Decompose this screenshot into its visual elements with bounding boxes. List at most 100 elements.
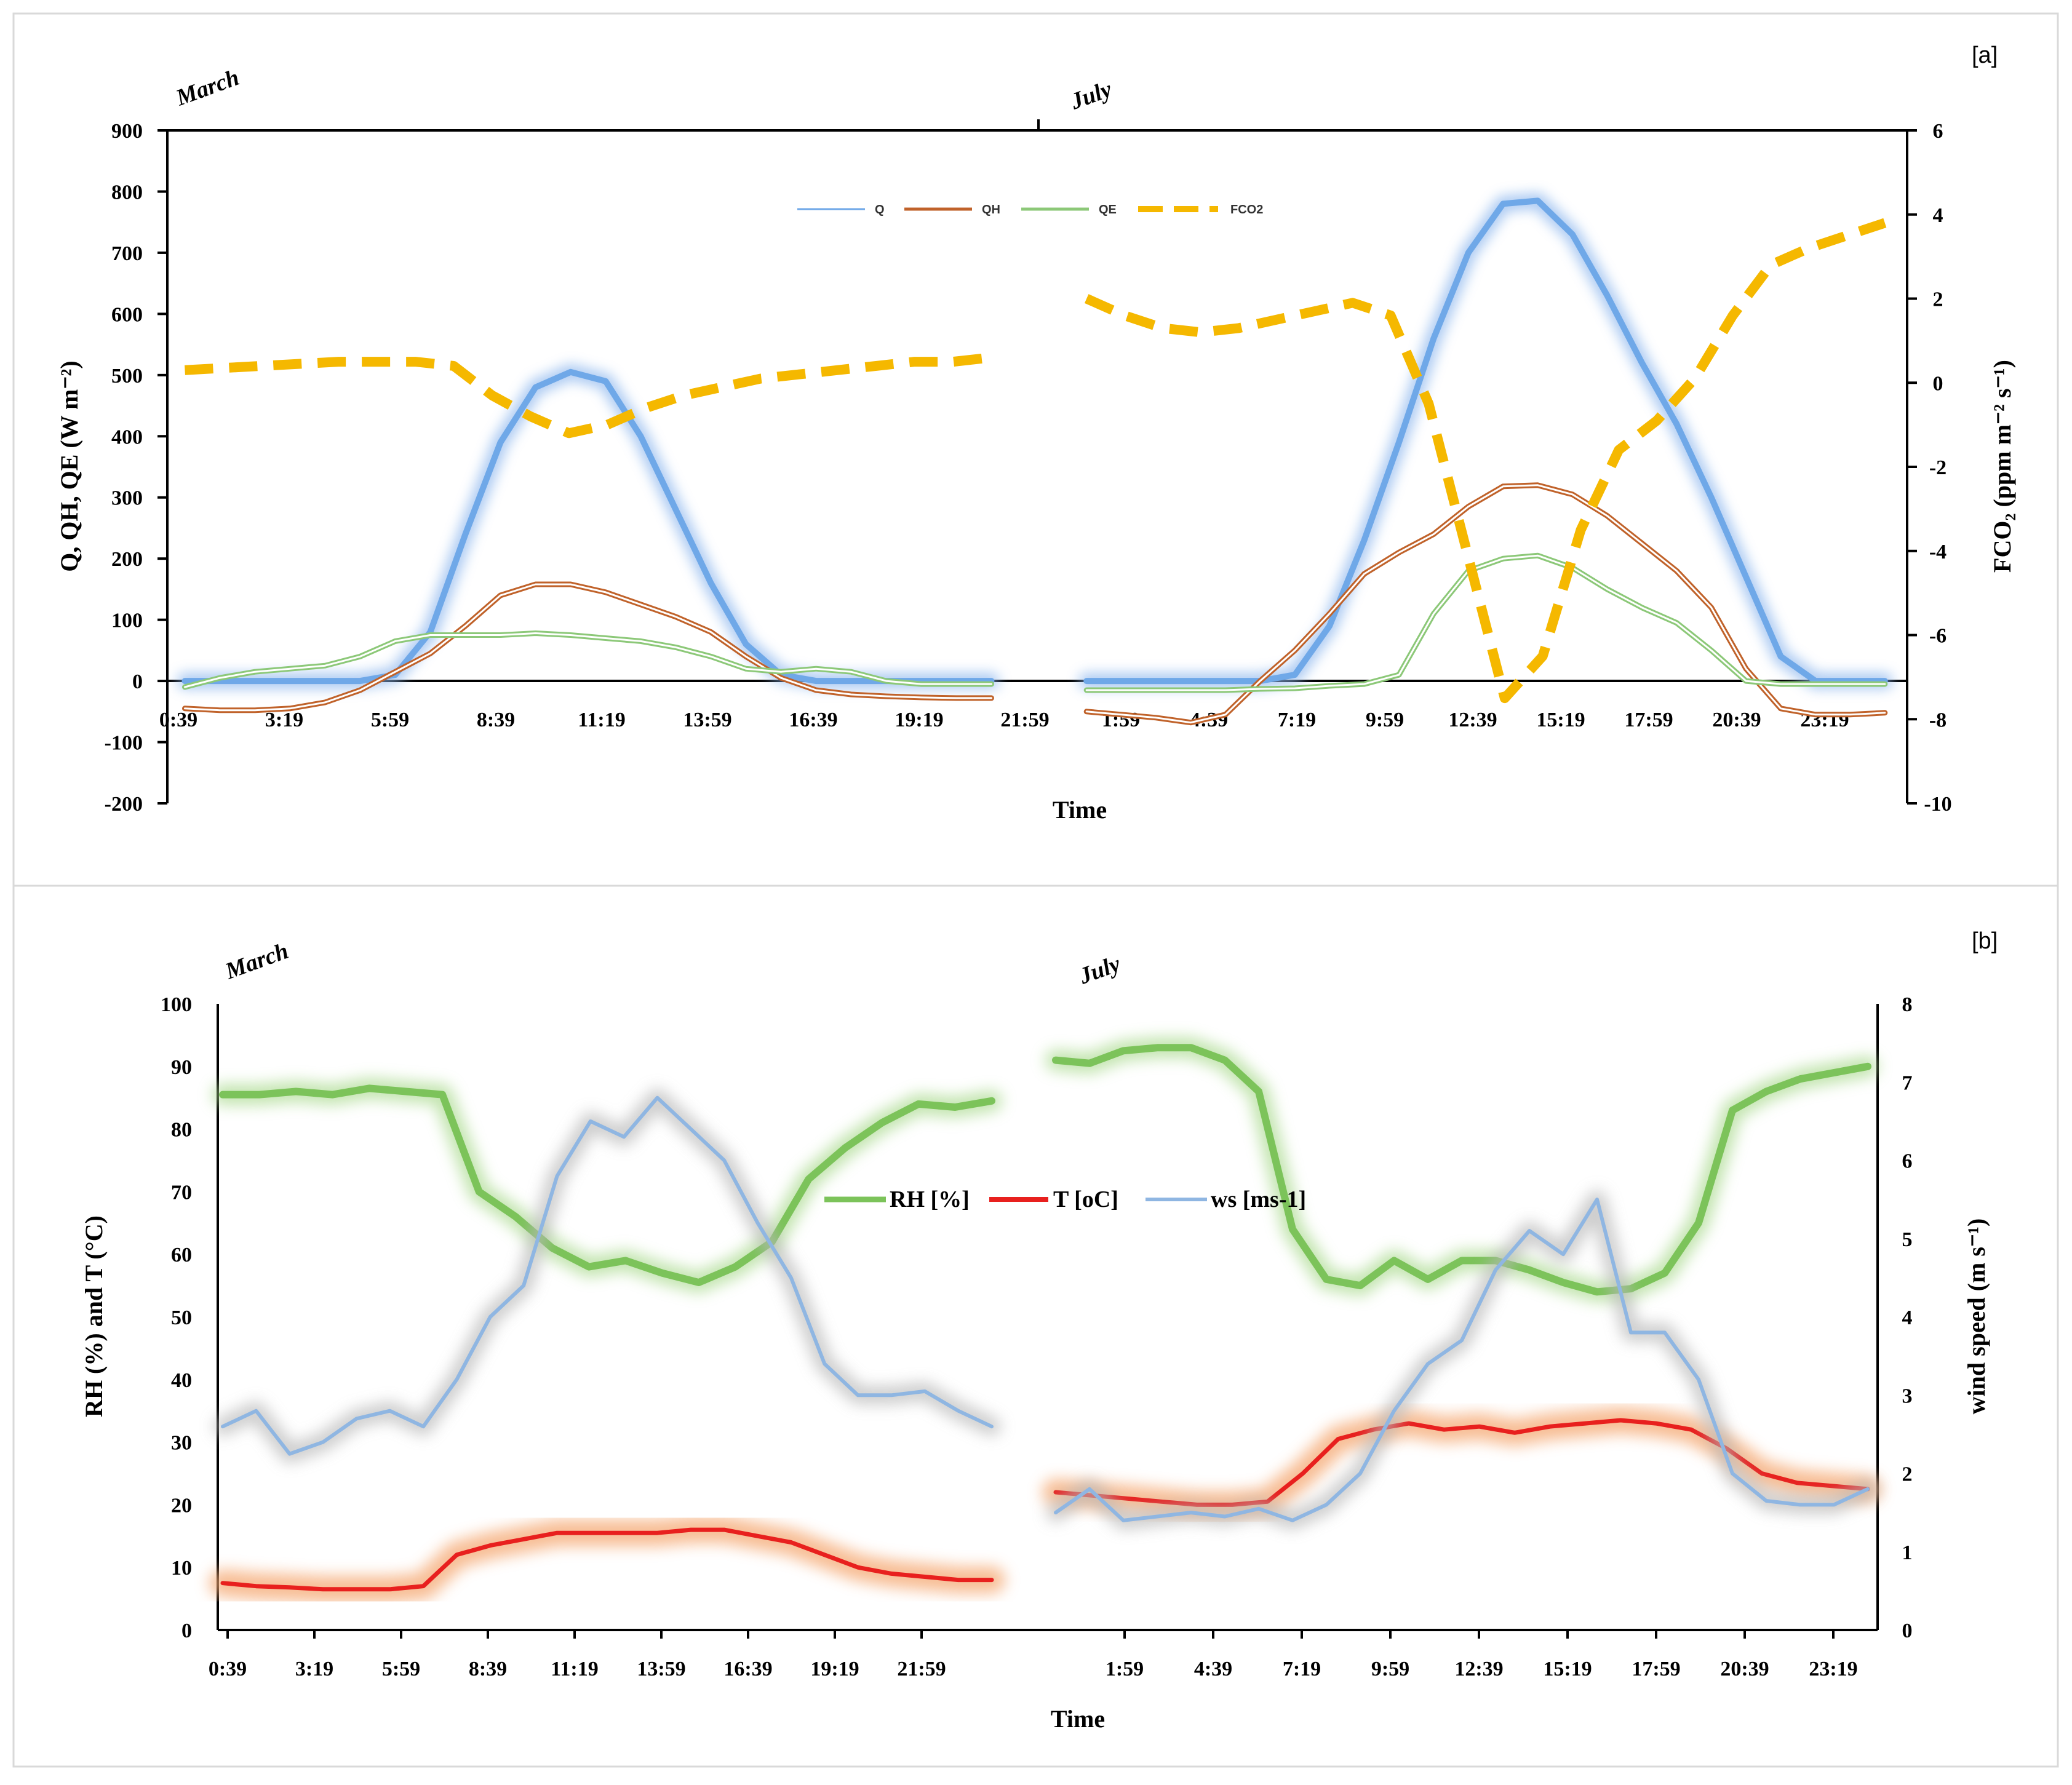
panel-a-x-tick-label: 19:19 [895,709,943,731]
series-rh-july [1052,1044,1871,1296]
panel-a-left-tick-label: 400 [111,426,143,448]
panel-a-x-tick-label: 9:59 [1366,709,1404,731]
panel-b-x-tick-label: 4:39 [1194,1658,1232,1680]
panel-b-left-tick-label: 0 [181,1620,192,1642]
panel-a-right-tick-label: 4 [1933,204,1943,227]
panel-b-left-y-title: RH (%) and T (°C) [80,1215,108,1417]
panel-a-x-tick-label: 0:39 [159,709,197,731]
panel-a-right-tick-label: -8 [1929,709,1946,731]
panel-b-frame [12,885,2059,1768]
panel-a-right-tick-label: -4 [1929,541,1946,563]
panel-b-left-tick-label: 30 [171,1432,192,1455]
panel-a-left-tick-label: 0 [132,670,143,693]
panel-b-x-tick-label: 1:59 [1106,1658,1144,1680]
panel-a-x-title: Time [1053,796,1107,824]
panel-b-plot-area [209,1037,1881,1603]
panel-b-x-title: Time [1051,1705,1105,1733]
panel-b-right-tick-label: 5 [1902,1228,1913,1251]
panel-b-x-tick-label: 11:19 [551,1658,598,1680]
panel-b-x-tick-label: 20:39 [1720,1658,1769,1680]
panel-b-label: [b] [1972,928,1998,954]
panel-b-x-tick-label: 19:19 [810,1658,859,1680]
series-fco2-march [185,352,992,439]
series-qh-march-inner [184,583,992,712]
series-q-july [1083,197,1888,685]
panel-a-right-tick-label: -10 [1924,793,1951,816]
panel-a-legend: Q QH QE FCO2 [797,203,1263,217]
panel-a-x-tick-label: 20:39 [1712,709,1761,731]
panel-a-right-tick-label: -2 [1929,456,1946,479]
panel-a-x-tick-label: 13:59 [683,709,731,731]
series-t-march [220,1527,994,1592]
panel-a-x-tick-label: 8:39 [477,709,515,731]
panel-b-right-tick-label: 8 [1902,993,1913,1016]
panel-a-x-tick-label: 15:19 [1536,709,1585,731]
series-fco2-july [1084,218,1887,704]
panel-b-left-tick-label: 60 [171,1244,192,1266]
panel-b-right-tick-label: 7 [1902,1071,1913,1094]
panel-a-plot-area [177,193,1893,726]
panel-a-right-tick-label: 0 [1933,372,1943,395]
panel-a-right-tick-label: 6 [1933,120,1943,143]
panel-b-left-tick-label: 40 [171,1369,192,1392]
panel-a-left-tick-label: 200 [111,548,143,571]
panel-a-right-y-title: FCO₂ (ppm m⁻² s⁻¹) [1988,360,2016,573]
panel-a-left-tick-label: 600 [111,303,143,326]
panel-a-x-tick-label: 11:19 [578,709,625,731]
panel-b-x-tick-label: 7:19 [1283,1658,1321,1680]
panel-b-x-tick-label: 15:19 [1543,1658,1592,1680]
panel-b-x-tick-label: 23:19 [1809,1658,1857,1680]
panel-b-left-tick-label: 50 [171,1306,192,1329]
panel-a-x-tick-label: 17:59 [1624,709,1673,731]
panel-a-x-tick-label: 7:19 [1278,709,1316,731]
panel-b-left-tick-label: 10 [171,1557,192,1580]
series-ws-july [1054,1198,1870,1522]
panel-b-x-tick-label: 16:39 [723,1658,772,1680]
panel-a-frame [12,12,2059,887]
panel-b-x-tick-label: 17:59 [1632,1658,1680,1680]
panel-b-x-tick-label: 5:59 [382,1658,420,1680]
series-ws-march [221,1095,994,1456]
panel-a-left-tick-label: 700 [111,242,143,265]
panel-b-right-y-title: wind speed (m s⁻¹) [1962,1218,1990,1415]
panel-b-x-tick-label: 3:19 [295,1658,333,1680]
panel-b-x-tick-label: 13:59 [637,1658,685,1680]
panel-a-right-tick-label: -6 [1929,625,1946,648]
panel-b-right-tick-label: 4 [1902,1306,1913,1329]
panel-b-left-tick-label: 70 [171,1181,192,1204]
series-q-march [181,368,995,685]
panel-a-right-tick-label: 2 [1933,288,1943,311]
legend-rh-label: RH [%] [890,1187,970,1212]
panel-a-left-tick-label: 800 [111,181,143,204]
panel-b-x-tick-label: 21:59 [897,1658,946,1680]
panel-b-right-tick-label: 1 [1902,1541,1913,1564]
panel-a-left-tick-label: 100 [111,610,143,632]
panel-a-x-tick-label: 5:59 [371,709,409,731]
series-qh-july-inner [1085,484,1886,724]
panel-b-legend: RH [%] T [oC] ws [ms-1] [824,1187,1306,1212]
series-rh-march [219,1084,995,1286]
panel-a-left-tick-label: 500 [111,365,143,388]
panel-a-x-tick-label: 21:59 [1000,709,1049,731]
panel-a-left-y-title: Q, QH, QE (W m⁻²) [55,360,83,571]
panel-b-right-tick-label: 0 [1902,1620,1913,1642]
panel-a-x-tick-label: 12:39 [1448,709,1497,731]
panel-a-x-tick-label: 3:19 [265,709,303,731]
panel-a: [a] March July 9008007006005004003002001… [55,42,2016,824]
panel-a-left-tick-label: 900 [111,120,143,143]
panel-b-left-tick-label: 90 [171,1056,192,1079]
panel-b-x-tick-label: 8:39 [469,1658,507,1680]
panel-b-x-tick-label: 0:39 [209,1658,247,1680]
legend-q-label: Q [875,203,885,217]
panel-a-left-tick-label: -100 [105,732,143,755]
panel-b-right-tick-label: 2 [1902,1463,1913,1486]
panel-a-label: [a] [1972,42,1998,68]
legend-fco2-label: FCO2 [1230,203,1263,217]
legend-ws-label: ws [ms-1] [1211,1187,1306,1212]
legend-qe-label: QE [1099,203,1117,217]
panel-b-x-tick-label: 12:39 [1454,1658,1503,1680]
panel-b-right-tick-label: 6 [1902,1150,1913,1173]
